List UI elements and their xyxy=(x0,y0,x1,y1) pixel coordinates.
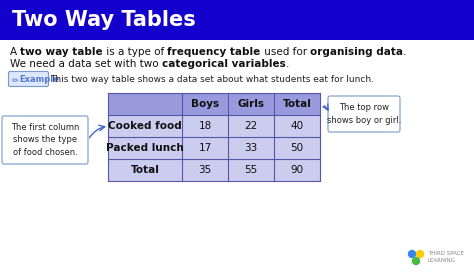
Text: 33: 33 xyxy=(245,143,258,153)
Text: categorical variables: categorical variables xyxy=(162,59,286,69)
FancyBboxPatch shape xyxy=(328,96,400,132)
Text: 18: 18 xyxy=(199,121,211,131)
Text: Girls: Girls xyxy=(237,99,264,109)
Circle shape xyxy=(412,258,419,264)
FancyBboxPatch shape xyxy=(108,159,320,181)
Text: This two way table shows a data set about what students eat for lunch.: This two way table shows a data set abou… xyxy=(50,75,374,84)
Text: The top row
shows boy or girl.: The top row shows boy or girl. xyxy=(327,103,401,125)
Text: two way table: two way table xyxy=(20,47,103,57)
FancyBboxPatch shape xyxy=(2,116,88,164)
FancyBboxPatch shape xyxy=(0,0,474,40)
FancyBboxPatch shape xyxy=(108,137,320,159)
Text: 35: 35 xyxy=(199,165,211,175)
Text: frequency table: frequency table xyxy=(167,47,261,57)
FancyBboxPatch shape xyxy=(108,93,320,115)
Text: A: A xyxy=(10,47,20,57)
Text: organising data: organising data xyxy=(310,47,403,57)
Text: Boys: Boys xyxy=(191,99,219,109)
FancyBboxPatch shape xyxy=(9,72,48,87)
Text: .: . xyxy=(286,59,289,69)
Text: 90: 90 xyxy=(291,165,303,175)
Text: Cooked food: Cooked food xyxy=(108,121,182,131)
Text: ✏: ✏ xyxy=(12,75,19,84)
Circle shape xyxy=(409,250,416,258)
Text: THIRD SPACE
LEARNING: THIRD SPACE LEARNING xyxy=(428,252,464,262)
Text: Two Way Tables: Two Way Tables xyxy=(12,10,196,30)
Text: used for: used for xyxy=(261,47,310,57)
Text: 22: 22 xyxy=(245,121,258,131)
Text: Total: Total xyxy=(283,99,311,109)
Text: Packed lunch: Packed lunch xyxy=(106,143,184,153)
Text: is a type of: is a type of xyxy=(103,47,167,57)
Text: .: . xyxy=(403,47,407,57)
Text: Total: Total xyxy=(130,165,159,175)
Text: We need a data set with two: We need a data set with two xyxy=(10,59,162,69)
Text: 17: 17 xyxy=(199,143,211,153)
Text: Example: Example xyxy=(19,75,59,84)
Circle shape xyxy=(417,250,423,258)
Text: 50: 50 xyxy=(291,143,303,153)
Text: 55: 55 xyxy=(245,165,258,175)
Text: The first column
shows the type
of food chosen.: The first column shows the type of food … xyxy=(11,123,79,157)
FancyBboxPatch shape xyxy=(108,115,320,137)
Text: 40: 40 xyxy=(291,121,303,131)
